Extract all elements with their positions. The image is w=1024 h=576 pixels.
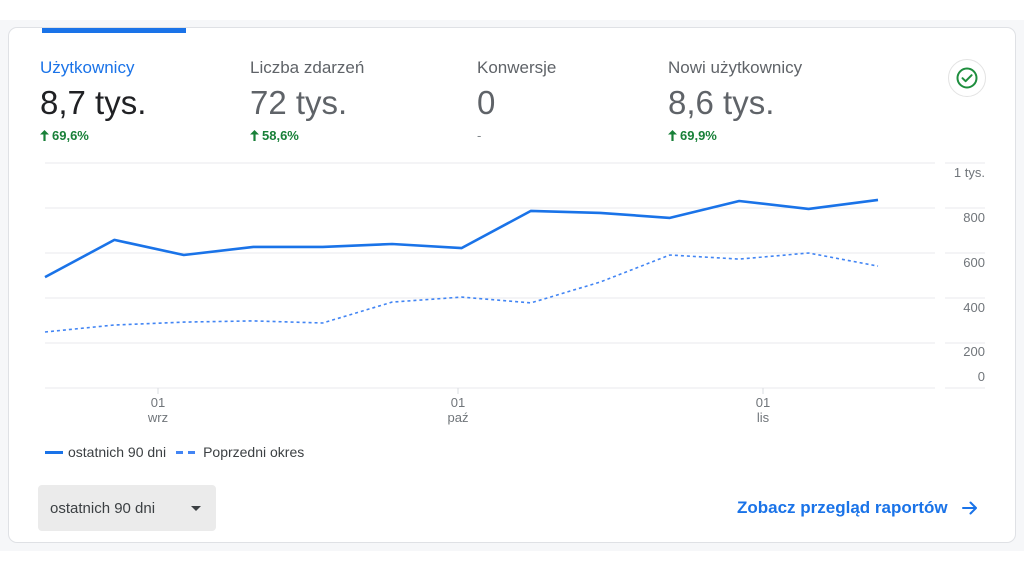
arrow-up-icon	[668, 130, 677, 141]
chart-legend: ostatnich 90 dni Poprzedni okres	[45, 444, 314, 460]
metric-value: 8,7 tys.	[40, 84, 147, 121]
date-range-value: ostatnich 90 dni	[50, 499, 156, 517]
date-range-dropdown[interactable]: ostatnich 90 dni	[38, 485, 216, 531]
check-circle-icon	[956, 67, 978, 89]
legend-item-previous: Poprzedni okres	[176, 444, 304, 460]
arrow-right-icon	[961, 501, 977, 515]
view-reports-overview-link[interactable]: Zobacz przegląd raportów	[737, 498, 978, 518]
metric-label: Konwersje	[477, 58, 557, 77]
dashed-line-swatch	[176, 450, 197, 454]
metric-tab-users[interactable]: Użytkownicy 8,7 tys. 69,6%	[40, 58, 146, 143]
metric-value: 8,6 tys.	[668, 84, 775, 121]
active-metric-indicator	[42, 28, 186, 33]
metric-tab-new-users[interactable]: Nowi użytkownicy 8,6 tys. 69,9%	[668, 58, 802, 143]
metric-label: Nowi użytkownicy	[668, 58, 803, 77]
data-quality-status-button[interactable]	[948, 59, 986, 97]
metric-label: Liczba zdarzeń	[250, 58, 365, 77]
arrow-up-icon	[250, 130, 259, 141]
metric-value: 0	[477, 84, 496, 121]
metric-value: 72 tys.	[250, 84, 348, 121]
solid-line-swatch	[45, 450, 63, 454]
metric-delta: -	[477, 128, 482, 143]
metric-tab-conversions[interactable]: Konwersje 0 -	[477, 58, 556, 143]
metric-delta: 69,9%	[668, 128, 802, 143]
legend-item-current: ostatnich 90 dni	[45, 444, 166, 460]
metric-tab-events[interactable]: Liczba zdarzeń 72 tys. 58,6%	[250, 58, 364, 143]
metric-delta: 69,6%	[40, 128, 146, 143]
caret-down-icon	[191, 506, 201, 511]
metric-delta: 58,6%	[250, 128, 364, 143]
metric-label: Użytkownicy	[40, 58, 135, 77]
arrow-up-icon	[40, 130, 49, 141]
